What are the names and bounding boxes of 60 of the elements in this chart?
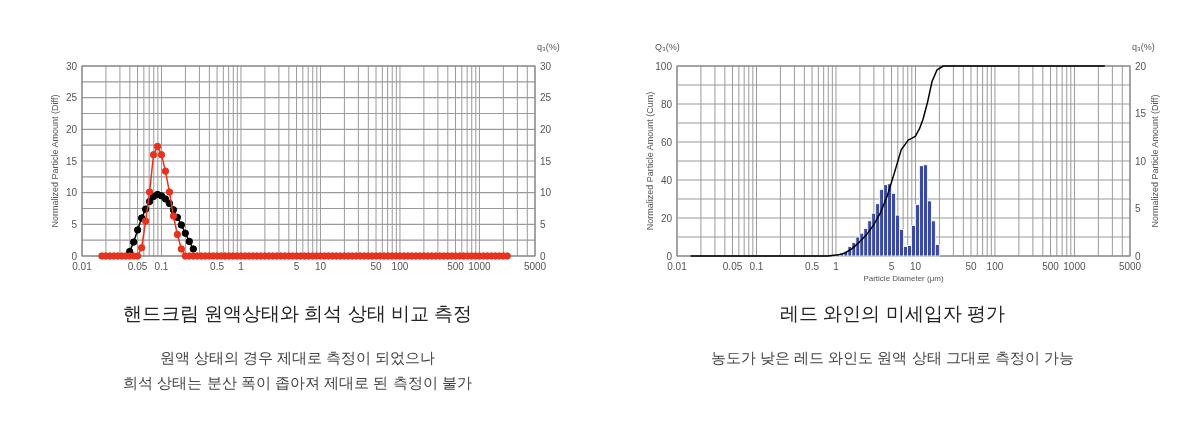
- y-tick-label: 20: [660, 212, 673, 224]
- text: q₃(%): [537, 42, 560, 52]
- y-axis-title: Normalized Particle Amount (Diff): [50, 94, 60, 228]
- y2-tick-label: 20: [540, 123, 552, 135]
- x-tick-label: 1: [833, 261, 840, 272]
- y2-tick-label: 15: [1135, 108, 1147, 119]
- y-tick-label: 80: [660, 98, 673, 110]
- x-axis-title: Particle Diameter (μm): [863, 274, 944, 283]
- x-tick-label: 50: [965, 261, 978, 272]
- x-tick-label: 10: [909, 261, 922, 272]
- x-tick-label: 5000: [1118, 261, 1142, 272]
- x-tick-label: 0.05: [127, 261, 148, 272]
- y2-tick-label: 20: [1135, 60, 1147, 72]
- y2-tick-label: 30: [540, 60, 552, 72]
- y-tick-label: 40: [660, 174, 673, 186]
- y-tick-label: 25: [65, 92, 78, 104]
- y-tick-label: 15: [65, 155, 78, 167]
- y-tick-label: 0: [71, 250, 78, 262]
- y-tick-label: 100: [655, 60, 673, 72]
- y-tick-label: 60: [660, 136, 673, 148]
- x-tick-label: 1: [238, 261, 245, 272]
- x-tick-label: 0.1: [749, 261, 764, 272]
- x-tick-label: 5: [293, 261, 300, 272]
- x-tick-label: 5: [888, 261, 895, 272]
- text: 핸드크림 원액상태와 희석 상태 비교 측정: [122, 303, 473, 324]
- y-tick-label: 10: [65, 187, 78, 199]
- x-tick-label: 0.5: [805, 261, 820, 272]
- x-tick-label: 10: [314, 261, 327, 272]
- x-tick-label: 100: [986, 261, 1004, 272]
- text: Q₃(%): [655, 42, 680, 52]
- x-tick-label: 0.05: [722, 261, 743, 272]
- x-tick-label: 0.01: [72, 261, 93, 272]
- x-tick-label: 0.01: [667, 261, 688, 272]
- x-tick-label: 1000: [1063, 261, 1086, 272]
- y2-tick-label: 15: [540, 155, 552, 167]
- x-tick-label: 1000: [468, 261, 491, 272]
- y-tick-label: 0: [666, 250, 673, 262]
- text: 레드 와인의 미세입자 평가: [780, 303, 1005, 324]
- y-axis-title: Normalized Particle Amount (Cum): [645, 91, 655, 231]
- y2-axis-title: Normalized Particle Amount (Diff): [1150, 94, 1160, 228]
- x-tick-label: 500: [1042, 261, 1060, 272]
- x-tick-label: 0.1: [154, 261, 169, 272]
- y2-tick-label: 10: [540, 187, 552, 199]
- text: 원액 상태의 경우 제대로 측정이 되었으나 희석 상태는 분산 폭이 좁아져 제대로 된 측정이 불가: [123, 349, 472, 391]
- x-tick-label: 50: [370, 261, 383, 272]
- x-tick-label: 100: [391, 261, 409, 272]
- text: q₃(%): [1132, 42, 1155, 52]
- y2-tick-label: 0: [540, 250, 546, 262]
- x-tick-label: 0.5: [210, 261, 225, 272]
- x-tick-label: 5000: [523, 261, 547, 272]
- y2-tick-label: 0: [1135, 250, 1141, 262]
- y2-tick-label: 10: [1135, 155, 1147, 167]
- y-tick-label: 30: [65, 60, 78, 72]
- y-tick-label: 5: [71, 218, 78, 230]
- y2-tick-label: 5: [540, 218, 546, 230]
- y2-tick-label: 25: [540, 92, 552, 104]
- y2-tick-label: 5: [1135, 203, 1141, 214]
- y-tick-label: 20: [65, 123, 78, 135]
- text: 농도가 낮은 레드 와인도 원액 상태 그대로 측정이 가능: [710, 349, 1075, 366]
- x-tick-label: 500: [447, 261, 465, 272]
